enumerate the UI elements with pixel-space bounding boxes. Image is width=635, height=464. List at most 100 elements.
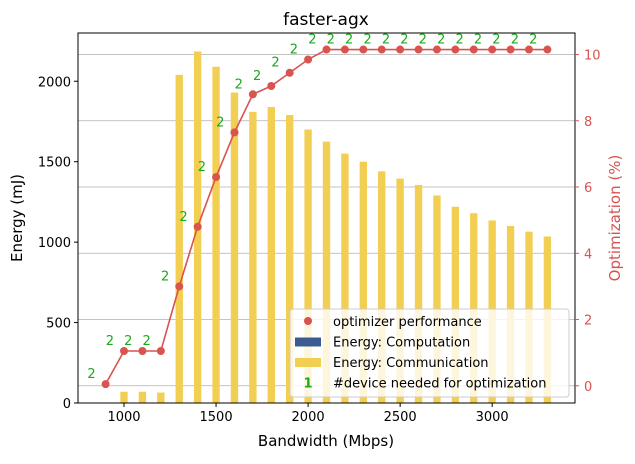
optimizer-point xyxy=(377,45,386,54)
device-count-label: 2 xyxy=(106,334,114,349)
optimizer-point xyxy=(506,45,515,54)
y2-tick-label: 2 xyxy=(584,314,592,329)
bar-communication xyxy=(341,153,349,403)
optimizer-point xyxy=(340,45,349,54)
optimizer-point xyxy=(248,90,257,99)
bar-communication xyxy=(378,171,386,403)
y-tick-label: 1000 xyxy=(38,236,71,251)
y2-tick-label: 8 xyxy=(584,115,592,130)
bar-communication xyxy=(249,111,257,404)
device-count-label: 2 xyxy=(363,33,371,48)
device-count-label: 2 xyxy=(235,77,243,92)
optimizer-point xyxy=(304,55,313,64)
device-count-label: 2 xyxy=(308,33,316,48)
legend: optimizer performance Energy: Computation… xyxy=(289,308,570,398)
optimizer-point xyxy=(432,45,441,54)
legend-label: #device needed for optimization xyxy=(333,377,546,392)
y2-tick-label: 4 xyxy=(584,247,592,262)
device-count-label: 2 xyxy=(474,33,482,48)
device-count-label: 2 xyxy=(198,160,206,175)
optimizer-point xyxy=(469,45,478,54)
bar-communication xyxy=(470,213,478,403)
optimizer-point xyxy=(193,222,202,231)
x-tick-label: 2500 xyxy=(384,410,417,425)
device-count-label: 2 xyxy=(437,33,445,48)
plot-frame xyxy=(77,32,576,404)
device-count-label: 2 xyxy=(327,33,335,48)
bar-communication xyxy=(322,141,331,403)
optimizer-point xyxy=(359,45,368,54)
y-tick-label: 0 xyxy=(63,397,71,412)
device-count-label: 2 xyxy=(400,33,408,48)
device-count-label: 2 xyxy=(345,33,353,48)
optimizer-series xyxy=(101,45,552,389)
y-tick-label: 1500 xyxy=(38,156,71,171)
y2-tick-label: 6 xyxy=(584,181,592,196)
bar-communication xyxy=(414,185,423,403)
device-count-label: 2 xyxy=(271,56,279,71)
y2-tick-label: 10 xyxy=(584,49,601,64)
y-axis-left: 0 500 1000 1500 2000 xyxy=(38,75,78,412)
legend-symbol-device: 1 xyxy=(303,377,312,392)
optimizer-point xyxy=(451,45,460,54)
y-axis-right: 0 2 4 6 8 10 xyxy=(575,49,601,395)
bar-communication xyxy=(212,66,220,404)
device-count-label: 2 xyxy=(124,334,132,349)
y-axis-label: Energy (mJ) xyxy=(8,174,26,262)
optimizer-point xyxy=(285,68,294,77)
y2-axis-label: Optimization (%) xyxy=(606,155,624,282)
device-count-label: 2 xyxy=(511,33,519,48)
y-tick-label: 2000 xyxy=(38,75,71,90)
bar-communication xyxy=(433,195,441,403)
device-count-label: 2 xyxy=(382,33,390,48)
optimizer-point xyxy=(396,45,405,54)
optimizer-point xyxy=(138,346,147,355)
optimizer-point xyxy=(120,346,129,355)
x-tick-label: 1000 xyxy=(107,410,140,425)
optimizer-point xyxy=(175,282,184,291)
legend-swatch-communication xyxy=(295,358,321,367)
bar-communication xyxy=(157,392,165,403)
device-count-label: 2 xyxy=(529,33,537,48)
bar-communication xyxy=(267,107,275,403)
bar-communication xyxy=(230,92,239,404)
device-count-label: 2 xyxy=(290,42,298,57)
device-count-label: 2 xyxy=(253,69,261,84)
bar-communication xyxy=(451,206,460,403)
bar-communication xyxy=(286,115,294,403)
x-tick-label: 1500 xyxy=(200,410,233,425)
optimizer-point xyxy=(156,346,165,355)
bar-communication xyxy=(304,129,312,404)
device-count-label: 2 xyxy=(143,334,151,349)
y2-tick-label: 0 xyxy=(584,380,592,395)
chart-title: faster-agx xyxy=(283,10,369,30)
device-count-label: 2 xyxy=(179,210,187,225)
optimizer-point xyxy=(524,45,533,54)
y-tick-label: 500 xyxy=(46,317,71,332)
optimizer-point xyxy=(212,173,221,182)
x-tick-label: 2000 xyxy=(292,410,325,425)
device-count-label: 2 xyxy=(492,33,500,48)
optimizer-point xyxy=(543,45,552,54)
bar-communication xyxy=(120,391,128,403)
optimizer-point xyxy=(488,45,497,54)
device-count-label: 2 xyxy=(216,115,224,130)
legend-box xyxy=(289,308,570,398)
x-axis-label: Bandwidth (Mbps) xyxy=(258,432,394,450)
legend-swatch-computation xyxy=(295,337,321,347)
legend-label: optimizer performance xyxy=(333,315,482,330)
optimizer-point xyxy=(230,128,239,137)
bar-communication xyxy=(175,74,183,404)
legend-label: Energy: Computation xyxy=(333,336,470,351)
legend-label: Energy: Communication xyxy=(333,356,489,371)
optimizer-point xyxy=(267,81,276,90)
bar-communication xyxy=(138,391,147,403)
device-count-label: 2 xyxy=(419,33,427,48)
device-count-label: 2 xyxy=(161,269,169,284)
x-tick-label: 3000 xyxy=(476,410,509,425)
optimizer-point xyxy=(414,45,423,54)
legend-marker-optimizer xyxy=(304,317,312,325)
device-count-label: 2 xyxy=(455,33,463,48)
